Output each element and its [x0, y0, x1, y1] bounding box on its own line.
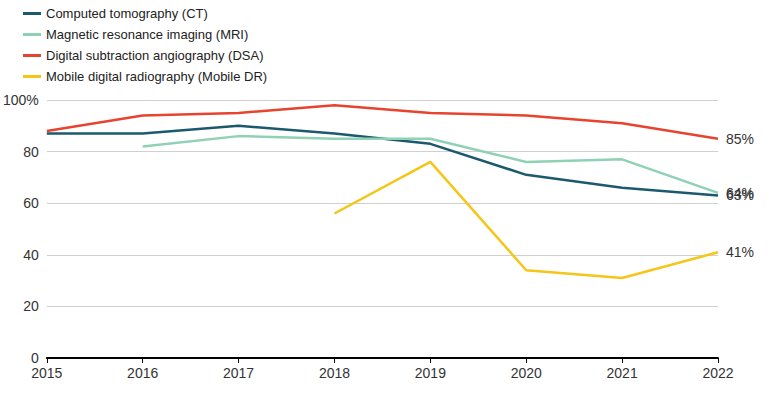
svg-text:2022: 2022 — [702, 365, 733, 381]
svg-text:2018: 2018 — [319, 365, 350, 381]
svg-text:2016: 2016 — [127, 365, 158, 381]
svg-text:Computed tomography (CT): Computed tomography (CT) — [46, 6, 208, 21]
svg-text:64%: 64% — [726, 185, 754, 201]
svg-text:2020: 2020 — [511, 365, 542, 381]
svg-text:100%: 100% — [3, 92, 39, 108]
svg-text:85%: 85% — [726, 131, 754, 147]
svg-text:Magnetic resonance imaging (MR: Magnetic resonance imaging (MRI) — [46, 27, 248, 42]
svg-text:Mobile digital radiography (Mo: Mobile digital radiography (Mobile DR) — [46, 69, 267, 84]
svg-text:2021: 2021 — [607, 365, 638, 381]
svg-text:41%: 41% — [726, 244, 754, 260]
svg-text:2019: 2019 — [415, 365, 446, 381]
svg-text:60: 60 — [23, 195, 39, 211]
svg-text:Digital subtraction angiograph: Digital subtraction angiography (DSA) — [46, 48, 264, 63]
svg-text:0: 0 — [31, 350, 39, 366]
svg-text:40: 40 — [23, 247, 39, 263]
svg-text:20: 20 — [23, 298, 39, 314]
svg-text:2015: 2015 — [31, 365, 62, 381]
svg-text:80: 80 — [23, 144, 39, 160]
svg-text:2017: 2017 — [223, 365, 254, 381]
